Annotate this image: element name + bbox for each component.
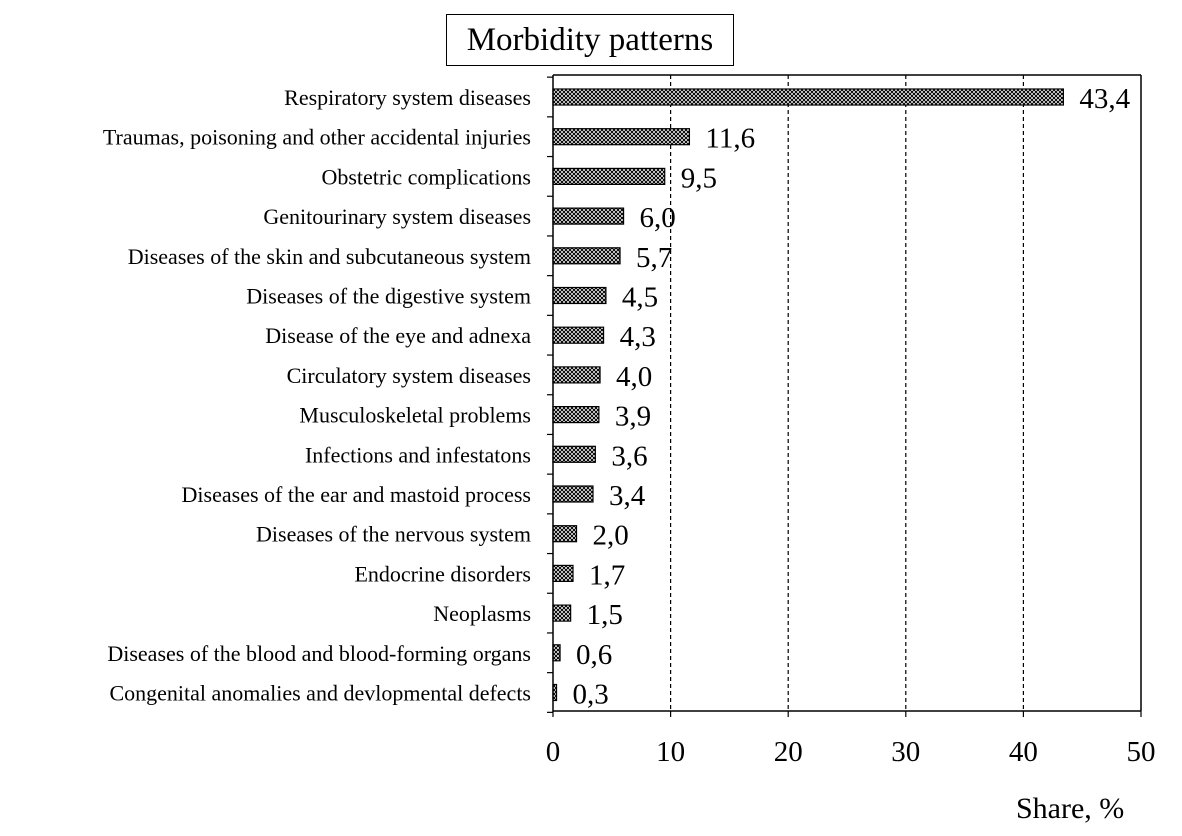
data-label-0: 43,4 bbox=[1079, 83, 1130, 115]
data-label-8: 3,9 bbox=[615, 401, 651, 433]
category-label-7: Circulatory system diseases bbox=[287, 363, 531, 388]
labels: Respiratory system diseases 43,4 Traumas, … bbox=[103, 83, 1156, 768]
x-tick-label-1: 10 bbox=[656, 736, 685, 768]
bars bbox=[552, 88, 1064, 702]
bar-5 bbox=[552, 286, 607, 305]
category-label-11: Diseases of the nervous system bbox=[256, 522, 531, 547]
x-tick-label-2: 20 bbox=[774, 736, 803, 768]
data-label-15: 0,3 bbox=[573, 679, 609, 711]
bar-0 bbox=[552, 88, 1064, 106]
x-tick-label-4: 40 bbox=[1009, 736, 1038, 768]
data-label-13: 1,5 bbox=[587, 599, 623, 631]
chart-title: Morbidity patterns bbox=[446, 14, 734, 66]
data-label-4: 5,7 bbox=[636, 242, 672, 274]
category-label-14: Diseases of the blood and blood-forming … bbox=[107, 641, 531, 666]
bar-2 bbox=[552, 167, 666, 185]
data-label-11: 2,0 bbox=[593, 520, 629, 552]
data-label-9: 3,6 bbox=[611, 440, 647, 472]
category-label-2: Obstetric complications bbox=[321, 164, 531, 189]
data-label-2: 9,5 bbox=[681, 162, 717, 194]
data-label-7: 4,0 bbox=[616, 361, 652, 393]
data-label-3: 6,0 bbox=[640, 202, 676, 234]
bar-6 bbox=[552, 326, 605, 344]
bar-12 bbox=[552, 564, 574, 583]
category-label-13: Neoplasms bbox=[433, 601, 531, 626]
data-label-12: 1,7 bbox=[589, 559, 625, 591]
category-label-0: Respiratory system diseases bbox=[284, 85, 531, 110]
bar-11 bbox=[552, 525, 578, 543]
x-tick-label-5: 50 bbox=[1127, 736, 1156, 768]
data-label-1: 11,6 bbox=[705, 123, 755, 155]
x-tick-label-3: 30 bbox=[891, 736, 920, 768]
category-label-3: Genitourinary system diseases bbox=[263, 204, 531, 229]
bar-10 bbox=[552, 485, 594, 503]
category-label-15: Congenital anomalies and devlopmental de… bbox=[109, 681, 531, 706]
bar-7 bbox=[552, 366, 601, 384]
category-label-12: Endocrine disorders bbox=[354, 561, 531, 586]
data-label-10: 3,4 bbox=[609, 480, 646, 512]
bar-9 bbox=[552, 445, 596, 463]
bar-1 bbox=[552, 128, 691, 146]
category-label-9: Infections and infestatons bbox=[305, 442, 531, 467]
bar-4 bbox=[552, 247, 621, 265]
bar-8 bbox=[552, 406, 600, 424]
axes bbox=[547, 74, 1142, 717]
data-label-6: 4,3 bbox=[620, 321, 656, 353]
category-label-6: Disease of the eye and adnexa bbox=[265, 323, 531, 348]
data-label-5: 4,5 bbox=[622, 282, 658, 314]
data-label-14: 0,6 bbox=[576, 639, 612, 671]
category-label-5: Diseases of the digestive system bbox=[246, 284, 531, 309]
category-label-8: Musculoskeletal problems bbox=[299, 403, 531, 428]
bar-3 bbox=[552, 207, 625, 225]
x-axis-label: Share, % bbox=[1016, 792, 1125, 825]
category-label-1: Traumas, poisoning and other accidental … bbox=[103, 125, 531, 150]
bar-13 bbox=[552, 604, 572, 622]
category-label-10: Diseases of the ear and mastoid process bbox=[182, 482, 531, 507]
grid-lines bbox=[669, 75, 1025, 711]
bar-14 bbox=[552, 644, 561, 662]
category-label-4: Diseases of the skin and subcutaneous sy… bbox=[128, 244, 531, 269]
x-tick-label-0: 0 bbox=[546, 736, 561, 768]
